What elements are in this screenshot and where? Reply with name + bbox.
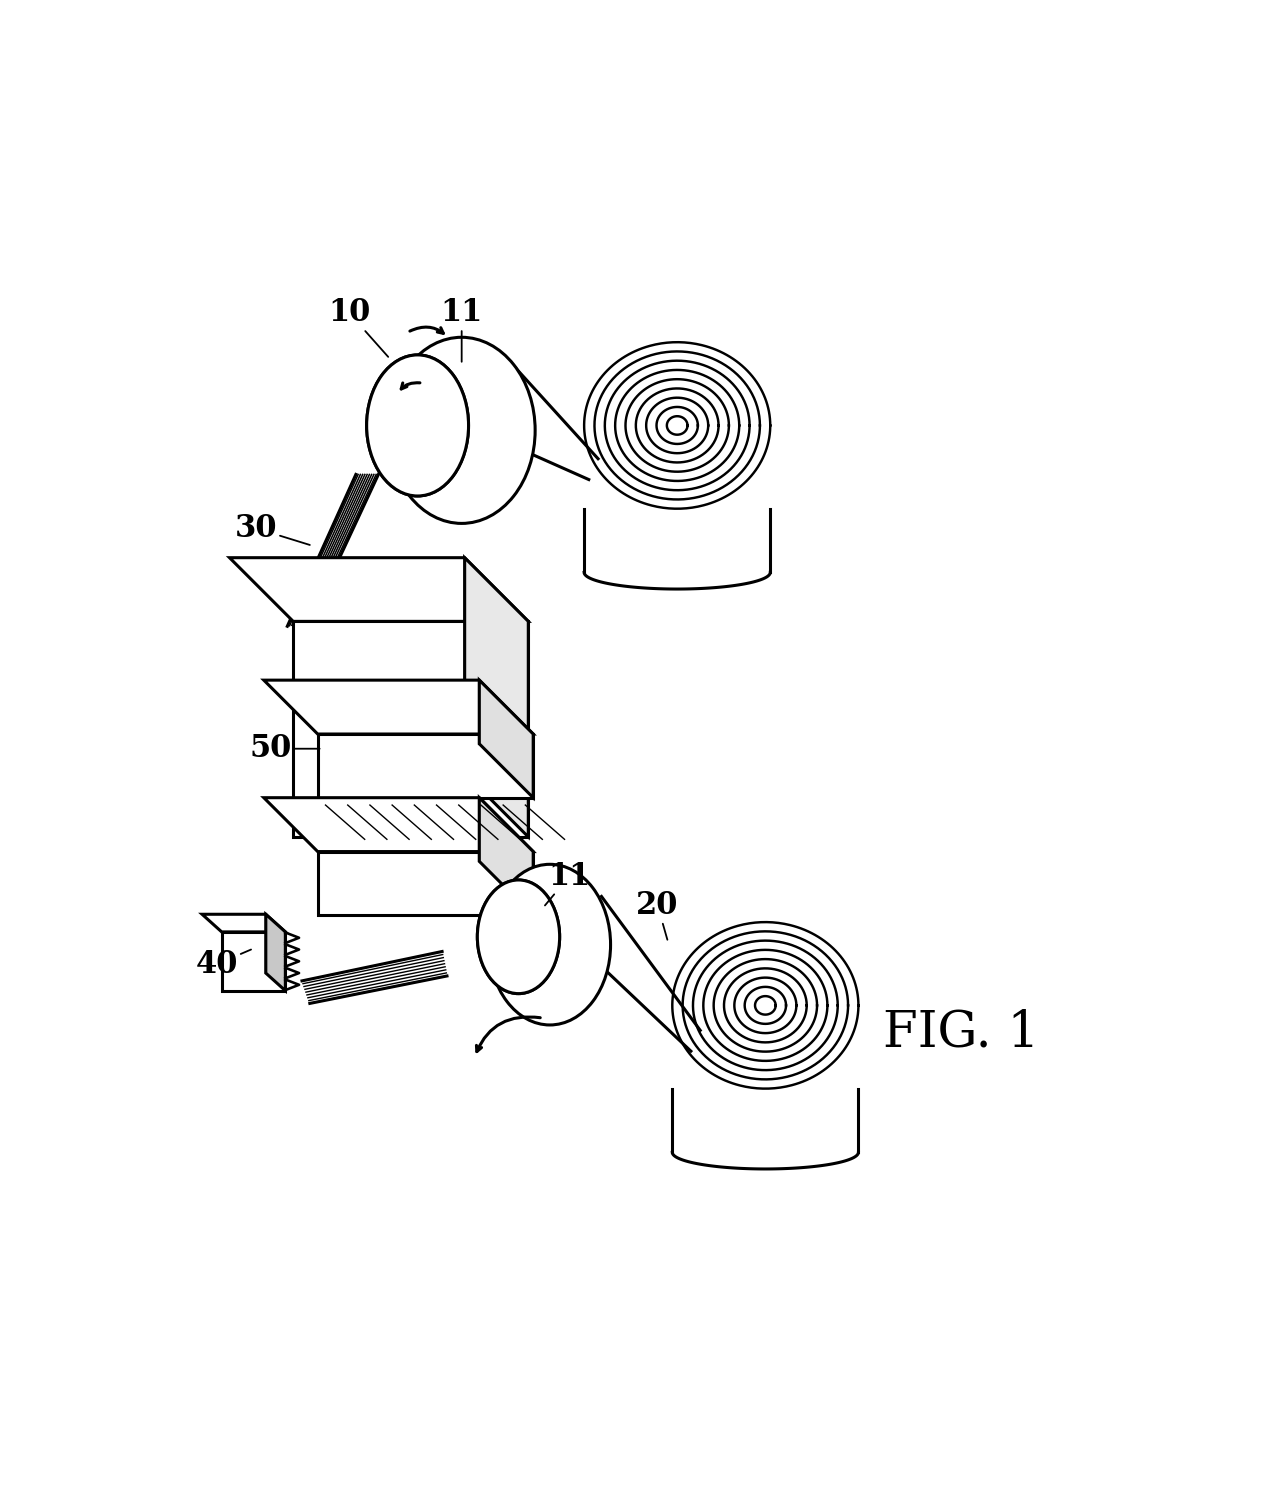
Text: 11: 11	[441, 297, 483, 362]
Polygon shape	[202, 915, 286, 931]
Polygon shape	[230, 557, 528, 622]
Text: 10: 10	[327, 297, 388, 357]
Polygon shape	[479, 680, 533, 798]
Text: 50: 50	[249, 733, 320, 765]
Ellipse shape	[478, 880, 560, 994]
Ellipse shape	[489, 864, 611, 1024]
Text: 30: 30	[235, 512, 310, 545]
Polygon shape	[317, 852, 533, 915]
Polygon shape	[465, 557, 528, 837]
Ellipse shape	[367, 354, 469, 496]
Text: FIG. 1: FIG. 1	[884, 1008, 1039, 1057]
Polygon shape	[479, 798, 533, 915]
Text: 20: 20	[636, 891, 679, 940]
Polygon shape	[293, 622, 528, 837]
Text: 40: 40	[196, 949, 252, 979]
Ellipse shape	[478, 880, 560, 994]
Ellipse shape	[367, 354, 469, 496]
Polygon shape	[264, 680, 533, 734]
Text: 11: 11	[545, 861, 590, 906]
Polygon shape	[265, 915, 286, 991]
Polygon shape	[264, 798, 533, 852]
Ellipse shape	[388, 338, 535, 523]
Polygon shape	[317, 734, 533, 798]
Polygon shape	[221, 931, 286, 991]
